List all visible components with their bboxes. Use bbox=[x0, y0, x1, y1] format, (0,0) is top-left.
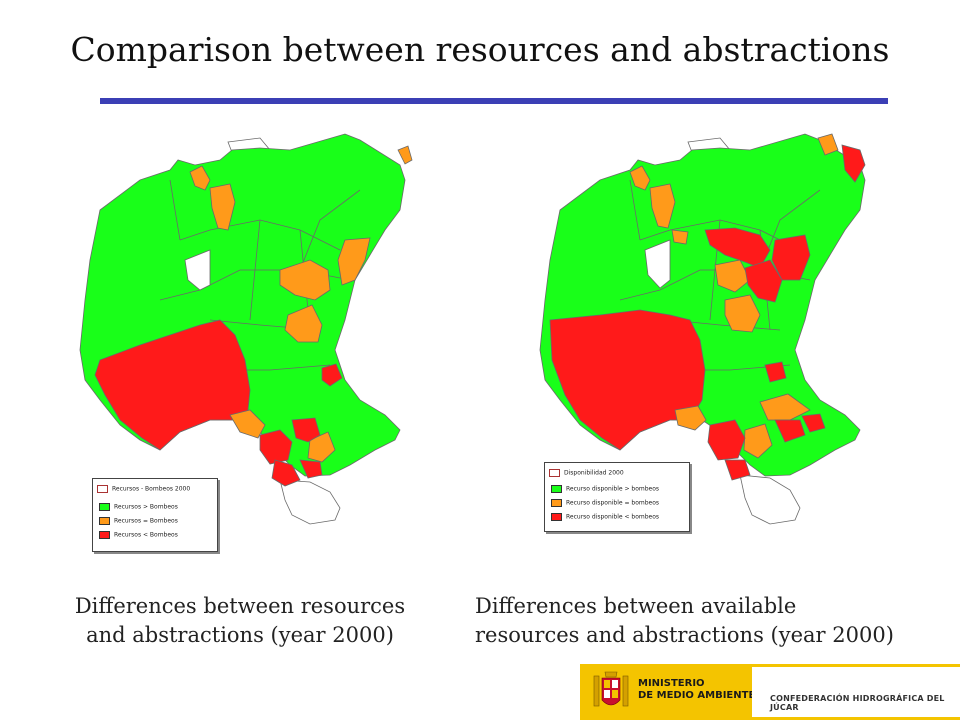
legend-swatch-green bbox=[551, 485, 562, 493]
map-region-orange-6 bbox=[397, 145, 413, 165]
map-region-red-3 bbox=[744, 259, 783, 303]
title-underline bbox=[100, 98, 888, 104]
map-resources-vs-abstractions bbox=[79, 133, 413, 525]
map-available-resources-vs-abstractions bbox=[539, 133, 866, 525]
map-region-orange-2 bbox=[209, 183, 236, 231]
map-region-red-west bbox=[549, 309, 706, 451]
legend-layer-icon bbox=[549, 469, 560, 477]
map-region-red-8 bbox=[774, 419, 806, 443]
map-region-red-6 bbox=[707, 419, 746, 461]
map-region-orange-8 bbox=[759, 393, 811, 421]
page-title: Comparison between resources and abstrac… bbox=[70, 30, 890, 69]
legend-item: Recurso disponible = bombeos bbox=[551, 499, 659, 507]
coat-of-arms-icon bbox=[593, 671, 629, 707]
map-region-orange-8 bbox=[307, 431, 336, 463]
map-region-orange-3 bbox=[671, 229, 689, 245]
map-region-white-enclave bbox=[644, 239, 671, 289]
map-region-orange-7 bbox=[229, 409, 266, 439]
legend-swatch-red bbox=[551, 513, 562, 521]
ministry-logo-banner: MINISTERIO DE MEDIO AMBIENTE CONFEDERACI… bbox=[580, 664, 960, 720]
map-region-orange-5 bbox=[284, 304, 323, 343]
map-region-orange-1 bbox=[629, 165, 651, 191]
map-region-red-5 bbox=[299, 459, 323, 479]
map-region-red-1 bbox=[321, 363, 343, 387]
caption-right-line-1: Differences between available bbox=[475, 594, 797, 618]
map-region-red-7 bbox=[724, 459, 751, 481]
map-region-red-4 bbox=[841, 144, 866, 183]
map-region-orange-4 bbox=[337, 237, 371, 286]
legend-swatch-green bbox=[99, 503, 110, 511]
map-region-orange-2 bbox=[649, 183, 676, 229]
map-region-red-9 bbox=[801, 413, 826, 433]
caption-left-line-1: Differences between resources bbox=[74, 594, 406, 618]
caption-left-line-2: and abstractions (year 2000) bbox=[86, 623, 394, 647]
legend-swatch-orange bbox=[551, 499, 562, 507]
legend-item: Recurso disponible < bombeos bbox=[551, 513, 659, 521]
map-region-red-2 bbox=[771, 234, 811, 281]
caption-right: Differences between available resources … bbox=[475, 592, 935, 650]
map-region-orange-5 bbox=[724, 294, 761, 333]
legend-swatch-orange bbox=[99, 517, 110, 525]
map-region-orange-1 bbox=[189, 165, 211, 191]
map-region-white-enclave bbox=[184, 249, 211, 291]
ministry-name: MINISTERIO DE MEDIO AMBIENTE bbox=[638, 678, 756, 701]
legend-title: Disponibilidad 2000 bbox=[549, 469, 624, 477]
map-region-orange-7 bbox=[674, 405, 707, 431]
legend-item: Recurso disponible > bombeos bbox=[551, 485, 659, 493]
map-region-orange-4 bbox=[714, 259, 751, 293]
map-region-orange-6 bbox=[817, 133, 839, 156]
map-region-orange-9 bbox=[743, 423, 773, 459]
legend-item: Recursos < Bombeos bbox=[99, 531, 178, 539]
agency-name: CONFEDERACIÓN HIDROGRÁFICA DEL JÚCAR bbox=[770, 694, 945, 712]
legend-right: Disponibilidad 2000 Recurso disponible >… bbox=[544, 462, 690, 532]
agency-panel bbox=[752, 667, 960, 717]
legend-item: Recursos > Bombeos bbox=[99, 503, 178, 511]
map-region-red-3 bbox=[271, 459, 301, 487]
map-region-red-4 bbox=[291, 417, 321, 443]
map-region-red-5 bbox=[764, 361, 787, 383]
legend-item: Recursos = Bombeos bbox=[99, 517, 178, 525]
legend-layer-icon bbox=[97, 485, 108, 493]
caption-left: Differences between resources and abstra… bbox=[40, 592, 440, 650]
map-region-orange-3 bbox=[279, 259, 331, 301]
legend-title: Recursos - Bombeos 2000 bbox=[97, 485, 190, 493]
caption-right-line-2: resources and abstractions (year 2000) bbox=[475, 623, 894, 647]
legend-left: Recursos - Bombeos 2000 Recursos > Bombe… bbox=[92, 478, 218, 552]
map-region-red-2 bbox=[259, 429, 293, 465]
map-region-outside-south bbox=[279, 479, 341, 525]
map-region-outside-south bbox=[739, 474, 801, 525]
legend-swatch-red bbox=[99, 531, 110, 539]
